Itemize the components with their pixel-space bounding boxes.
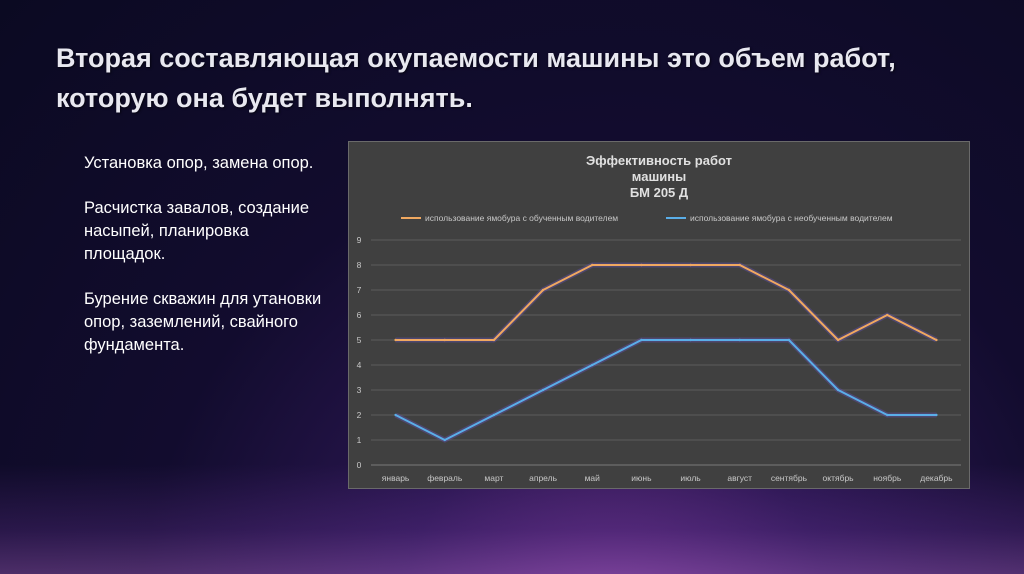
data-point	[492, 413, 496, 417]
data-point	[541, 388, 545, 392]
x-tick-label: август	[727, 473, 752, 483]
y-tick-label: 6	[357, 310, 362, 320]
legend-label: использование ямобура с необученным води…	[690, 213, 893, 223]
series-line-glow	[395, 262, 938, 343]
data-point	[541, 288, 545, 292]
bullet-item: Установка опор, замена опор.	[84, 154, 314, 172]
bullet-item: Бурение скважин для утановки опор, зазем…	[84, 290, 322, 354]
bullet-list: Установка опор, замена опор. Расчистка з…	[84, 152, 324, 379]
data-point	[886, 413, 889, 417]
y-axis-ticks: 0 1 2 3 4 5 6 7 8 9	[357, 235, 362, 470]
data-point	[492, 338, 496, 342]
slide-title: Вторая составляющая окупаемости машины э…	[56, 43, 896, 113]
chart-title-line: Эффективность работ	[586, 153, 732, 168]
data-point	[935, 413, 938, 417]
series-line	[395, 339, 937, 441]
chart-panel: Эффективность работ машины БМ 205 Д испо…	[348, 141, 970, 489]
legend-label: использование ямобура с обученным водите…	[425, 213, 618, 223]
x-tick-label: октябрь	[823, 473, 855, 483]
data-point	[394, 338, 397, 342]
data-point	[787, 338, 791, 342]
chart-title-line: машины	[632, 169, 686, 184]
data-point	[689, 263, 692, 267]
data-point	[689, 338, 692, 342]
x-axis-ticks: январь февраль март апрель май июнь июль август…	[382, 473, 953, 483]
x-tick-label: март	[484, 473, 503, 483]
y-tick-label: 8	[357, 260, 362, 270]
data-point	[591, 263, 594, 267]
data-point	[886, 313, 889, 317]
x-tick-label: июнь	[631, 473, 652, 483]
data-point	[591, 363, 594, 367]
x-tick-label: ноябрь	[873, 473, 902, 483]
y-tick-label: 9	[357, 235, 362, 245]
x-tick-label: сентябрь	[771, 473, 808, 483]
data-point	[394, 413, 397, 417]
data-point	[443, 438, 446, 442]
data-point	[738, 338, 741, 342]
x-tick-label: январь	[382, 473, 410, 483]
data-point	[935, 338, 938, 342]
chart-title-line: БМ 205 Д	[630, 185, 689, 200]
y-tick-label: 2	[357, 410, 362, 420]
y-tick-label: 0	[357, 460, 362, 470]
x-tick-label: февраль	[427, 473, 463, 483]
bullet-item: Расчистка завалов, создание насыпей, пла…	[84, 199, 310, 263]
series-lines	[394, 262, 938, 443]
x-tick-label: декабрь	[920, 473, 953, 483]
data-point	[787, 288, 791, 292]
x-tick-label: июль	[680, 473, 701, 483]
y-tick-label: 3	[357, 385, 362, 395]
x-tick-label: апрель	[529, 473, 557, 483]
data-point	[738, 263, 741, 267]
chart-legend: использование ямобура с обученным водите…	[401, 213, 893, 223]
series-line	[395, 264, 937, 341]
data-point	[836, 338, 840, 342]
x-tick-label: май	[585, 473, 601, 483]
data-point	[640, 263, 643, 267]
y-tick-label: 1	[357, 435, 362, 445]
y-tick-label: 7	[357, 285, 362, 295]
data-point	[640, 338, 643, 342]
y-tick-label: 4	[357, 360, 362, 370]
data-point	[443, 338, 446, 342]
line-chart: Эффективность работ машины БМ 205 Д испо…	[357, 153, 961, 483]
y-tick-label: 5	[357, 335, 362, 345]
data-point	[836, 388, 840, 392]
